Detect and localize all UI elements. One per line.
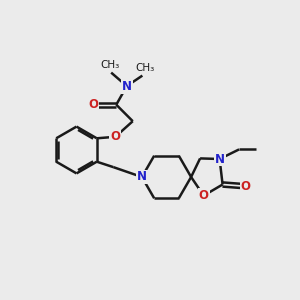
Text: CH₃: CH₃	[136, 63, 155, 73]
Text: N: N	[122, 80, 132, 93]
Text: O: O	[241, 179, 251, 193]
Text: O: O	[110, 130, 120, 143]
Text: CH₃: CH₃	[100, 60, 119, 70]
Text: O: O	[199, 189, 209, 202]
Text: N: N	[214, 152, 225, 166]
Text: O: O	[88, 98, 98, 111]
Text: N: N	[137, 170, 147, 184]
